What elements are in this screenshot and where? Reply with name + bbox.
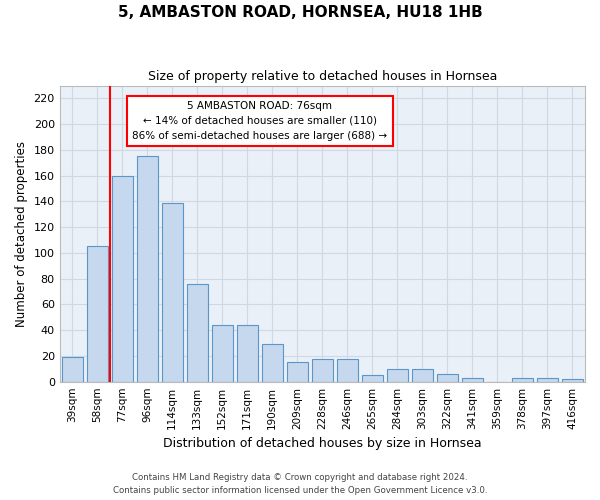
Text: 5 AMBASTON ROAD: 76sqm
← 14% of detached houses are smaller (110)
86% of semi-de: 5 AMBASTON ROAD: 76sqm ← 14% of detached… — [132, 101, 388, 140]
Bar — [112, 176, 133, 382]
Bar — [262, 344, 283, 382]
Bar — [412, 369, 433, 382]
Bar — [362, 375, 383, 382]
Bar — [312, 358, 333, 382]
Bar — [137, 156, 158, 382]
Bar — [462, 378, 483, 382]
Bar — [562, 379, 583, 382]
Bar — [437, 374, 458, 382]
X-axis label: Distribution of detached houses by size in Hornsea: Distribution of detached houses by size … — [163, 437, 482, 450]
Y-axis label: Number of detached properties: Number of detached properties — [15, 140, 28, 326]
Text: Contains HM Land Registry data © Crown copyright and database right 2024.
Contai: Contains HM Land Registry data © Crown c… — [113, 474, 487, 495]
Bar — [537, 378, 558, 382]
Bar — [212, 325, 233, 382]
Bar — [512, 378, 533, 382]
Bar — [187, 284, 208, 382]
Bar — [161, 202, 183, 382]
Title: Size of property relative to detached houses in Hornsea: Size of property relative to detached ho… — [148, 70, 497, 83]
Bar — [287, 362, 308, 382]
Text: 5, AMBASTON ROAD, HORNSEA, HU18 1HB: 5, AMBASTON ROAD, HORNSEA, HU18 1HB — [118, 5, 482, 20]
Bar — [236, 325, 258, 382]
Bar — [337, 358, 358, 382]
Bar — [387, 369, 408, 382]
Bar — [62, 357, 83, 382]
Bar — [86, 246, 108, 382]
